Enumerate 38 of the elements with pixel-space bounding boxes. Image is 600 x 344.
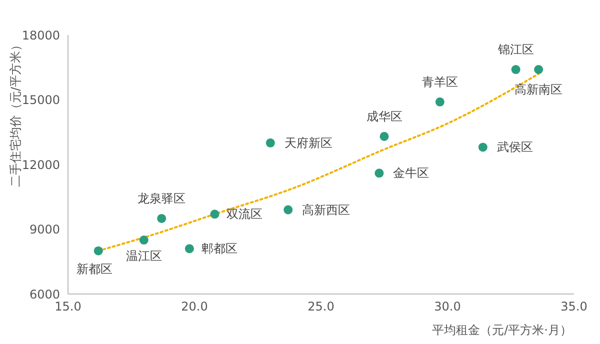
point bbox=[157, 214, 166, 223]
point bbox=[184, 244, 194, 254]
point bbox=[374, 168, 384, 178]
point bbox=[139, 236, 148, 245]
y-tick-label: 15000 bbox=[22, 93, 60, 108]
x-axis-title: 平均租金（元/平方米·月） bbox=[432, 323, 572, 337]
point bbox=[94, 246, 103, 256]
annotation: 高新南区 bbox=[514, 82, 563, 97]
point bbox=[210, 210, 220, 219]
annotation: 成华区 bbox=[366, 109, 402, 124]
annotation: 新都区 bbox=[76, 262, 112, 276]
point bbox=[511, 65, 520, 74]
annotation: 武侯区 bbox=[496, 140, 533, 154]
annotation: 郫都区 bbox=[201, 242, 238, 256]
y-tick-label: 9000 bbox=[29, 222, 60, 237]
annotation: 青羊区 bbox=[422, 74, 458, 89]
point bbox=[380, 132, 389, 141]
x-tick-label: 20.0 bbox=[181, 300, 208, 314]
x-tick-label: 35.0 bbox=[560, 300, 588, 314]
point bbox=[266, 138, 275, 148]
annotation: 温江区 bbox=[126, 249, 162, 264]
annotation: 天府新区 bbox=[284, 136, 332, 150]
x-tick-label: 30.0 bbox=[434, 300, 461, 314]
annotation: 锦江区 bbox=[496, 42, 534, 57]
point bbox=[435, 97, 444, 106]
x-tick-label: 15.0 bbox=[54, 300, 82, 314]
annotation: 金牛区 bbox=[393, 166, 430, 180]
y-tick-label: 18000 bbox=[22, 28, 60, 42]
y-tick-label: 6000 bbox=[29, 287, 60, 302]
y-axis-title: 二手住宅均价（元/平方米） bbox=[8, 38, 22, 188]
y-tick-label: 12000 bbox=[22, 158, 60, 172]
x-tick-label: 25.0 bbox=[308, 300, 334, 314]
point bbox=[284, 205, 293, 214]
annotation: 高新西区 bbox=[302, 202, 350, 217]
point bbox=[534, 65, 544, 74]
annotation: 双流区 bbox=[226, 207, 263, 222]
point bbox=[478, 142, 488, 152]
annotation: 龙泉驿区 bbox=[138, 191, 186, 206]
